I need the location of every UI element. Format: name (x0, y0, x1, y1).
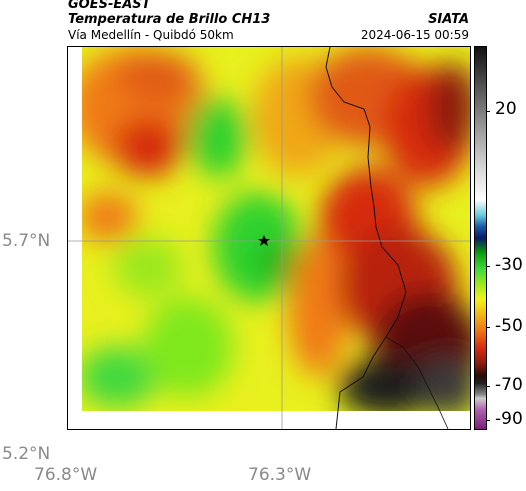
organization-label: SIATA (428, 12, 469, 27)
lat-tick: 5.2°N (2, 444, 51, 464)
timestamp-label: 2024-06-15 00:59 (360, 28, 469, 42)
colorbar-tick (486, 111, 490, 112)
lon-tick: 76.8°W (34, 465, 98, 485)
colorbar (474, 46, 487, 430)
star-icon (258, 235, 270, 246)
lon-tick: 76.3°W (248, 465, 312, 485)
border-line (385, 336, 449, 429)
colorbar-tick (486, 266, 490, 267)
route-label: Vía Medellín - Quibdó 50km (68, 28, 234, 42)
colorbar-tick (486, 386, 490, 387)
colorbar-tick (486, 327, 490, 328)
map-canvas (68, 47, 470, 429)
satellite-title: GOES-EAST (68, 0, 151, 12)
brightness-temperature-map (67, 46, 471, 430)
lat-tick: 5.7°N (2, 231, 51, 251)
colorbar-tick (486, 420, 490, 421)
coastline (325, 47, 407, 429)
colorbar-label: -30 (495, 255, 523, 275)
colorbar-label: -70 (495, 375, 523, 395)
product-title: Temperatura de Brillo CH13 (68, 12, 271, 27)
colorbar-label: -90 (495, 409, 523, 429)
temperature-field (82, 47, 470, 411)
colorbar-label: 20 (495, 99, 517, 119)
colorbar-label: -50 (495, 316, 523, 336)
